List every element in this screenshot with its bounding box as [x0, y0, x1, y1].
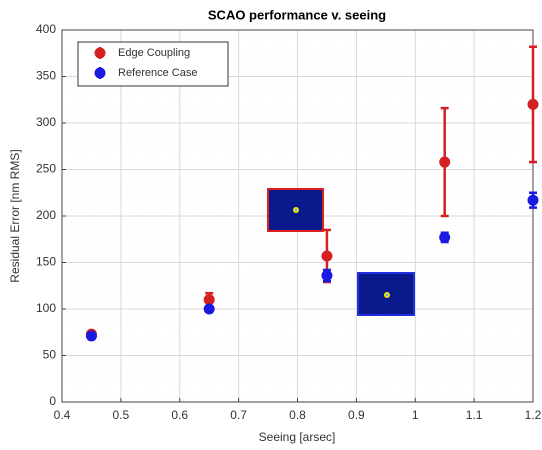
marker — [203, 294, 215, 306]
marker — [527, 194, 539, 206]
x-tick-label: 1.1 — [466, 408, 483, 422]
y-tick-label: 0 — [49, 394, 56, 408]
inset-image — [267, 188, 324, 232]
marker — [527, 98, 539, 110]
marker — [85, 330, 97, 342]
x-tick-label: 0.7 — [230, 408, 247, 422]
x-tick-label: 0.9 — [348, 408, 365, 422]
x-tick-label: 1 — [412, 408, 419, 422]
marker — [439, 231, 451, 243]
y-tick-label: 350 — [36, 69, 56, 83]
y-tick-label: 200 — [36, 208, 56, 222]
y-tick-label: 50 — [43, 348, 57, 362]
x-axis-label: Seeing [arsec] — [259, 430, 336, 444]
marker — [203, 303, 215, 315]
x-tick-label: 0.5 — [113, 408, 130, 422]
chart-title: SCAO performance v. seeing — [208, 7, 386, 22]
x-tick-label: 0.4 — [54, 408, 71, 422]
marker — [321, 250, 333, 262]
y-axis-label: Residual Error [nm RMS] — [8, 149, 22, 282]
legend-marker — [94, 47, 106, 59]
legend-label: Edge Coupling — [118, 47, 190, 59]
y-tick-label: 300 — [36, 115, 56, 129]
inset-image — [357, 272, 415, 316]
legend-label: Reference Case — [118, 67, 198, 79]
legend-marker — [94, 67, 106, 79]
y-tick-label: 100 — [36, 301, 56, 315]
x-tick-label: 1.2 — [525, 408, 542, 422]
y-tick-label: 400 — [36, 22, 56, 36]
x-tick-label: 0.8 — [289, 408, 306, 422]
marker — [321, 270, 333, 282]
y-tick-label: 150 — [36, 255, 56, 269]
marker — [439, 156, 451, 168]
x-tick-label: 0.6 — [171, 408, 188, 422]
y-tick-label: 250 — [36, 162, 56, 176]
